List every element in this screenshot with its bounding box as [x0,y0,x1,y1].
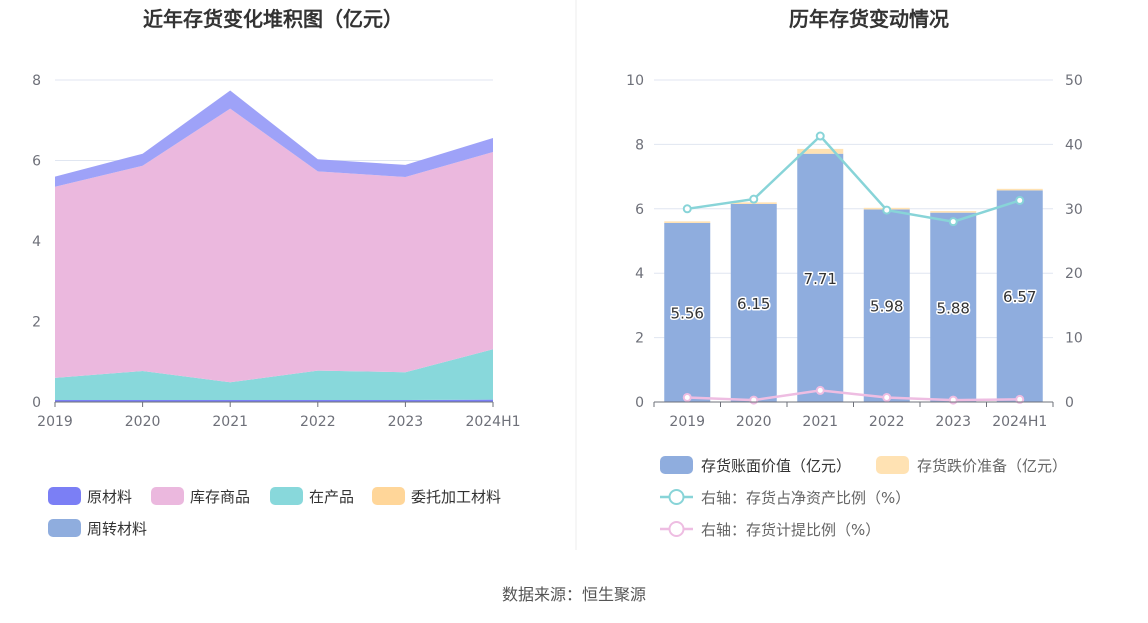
bar-data-label: 6.57 [1003,288,1036,306]
right-left-y-tick-label: 8 [635,137,644,153]
line-series-0 [687,134,1021,223]
right-x-tick-label: 2024H1 [992,414,1047,430]
legend-label: 右轴：存货计提比例（%） [701,521,880,539]
area-库存商品 [55,108,493,383]
legend-swatch [270,487,303,505]
line-point-1 [815,385,825,395]
left-x-tick-label: 2023 [388,414,424,430]
bar-inventory-value [996,190,1043,402]
bar-data-label: 7.71 [804,270,837,288]
left-axes: 0 2 4 6 8 2019 2020 2021 2022 2023 2024H1 [32,73,520,430]
legend-label: 原材料 [87,488,132,506]
left-x-tick-label: 2019 [37,414,73,430]
bar-impairment-provision [664,221,711,223]
legend-swatch [876,456,909,474]
legend-marker [668,521,685,537]
bar-line-chart: 历年存货变动情况 5.56 6.15 7.71 5.98 5.88 6.57 0 2 4 6 8 1… [626,7,1083,539]
bar-data-label: 5.88 [937,299,970,317]
bar-data-label: 5.98 [870,298,903,316]
line-point-0 [882,205,892,215]
right-right-y-tick-label: 20 [1065,266,1083,282]
right-x-tick-label: 2020 [736,414,772,430]
right-chart-title: 历年存货变动情况 [789,7,949,31]
line-point-0 [682,204,692,214]
right-right-y-tick-label: 40 [1065,137,1083,153]
legend-label: 存货账面价值（亿元） [701,457,851,475]
bar-inventory-value [664,222,711,402]
line-point-0 [815,131,825,141]
right-right-y-tick-label: 50 [1065,73,1083,89]
left-x-tick-label: 2020 [125,414,161,430]
source-note: 数据来源：恒生聚源 [502,585,646,604]
bar-inventory-value [797,153,844,402]
right-axes: 0 2 4 6 8 10 0 10 20 30 40 50 2019 2020 2021 2022 2023 20… [626,73,1083,430]
bar-inventory-value [730,203,777,402]
left-chart-title: 近年存货变化堆积图（亿元） [143,7,403,31]
line-point-0 [948,217,958,227]
line-series-1 [687,389,1020,402]
right-left-y-tick-label: 2 [635,331,644,347]
right-bar-labels: 5.56 6.15 7.71 5.98 5.88 6.57 [669,268,1038,324]
legend-label: 委托加工材料 [411,488,501,506]
bar-data-label: 5.56 [671,304,704,322]
legend-swatch [372,487,405,505]
left-y-tick-label: 6 [32,154,41,170]
line-point-1 [948,395,958,405]
left-y-tick-label: 2 [32,315,41,331]
right-right-y-tick-label: 10 [1065,331,1083,347]
bar-inventory-value [863,209,910,402]
left-x-tick-label: 2024H1 [465,414,520,430]
left-y-tick-label: 8 [32,73,41,89]
right-right-y-tick-label: 0 [1065,395,1074,411]
line-point-1 [682,392,692,402]
bar-impairment-provision [996,188,1043,191]
right-x-tick-label: 2022 [869,414,905,430]
right-x-tick-label: 2019 [669,414,705,430]
left-y-tick-label: 4 [32,234,41,250]
left-x-tick-label: 2022 [300,414,336,430]
bar-impairment-provision [930,211,977,213]
right-left-y-tick-label: 4 [635,266,644,282]
line-point-1 [1015,394,1025,404]
right-left-y-tick-label: 10 [626,73,644,89]
legend-marker [668,489,685,505]
area-在产品 [55,349,493,400]
legend-label: 右轴：存货占净资产比例（%） [701,489,910,507]
bar-impairment-provision [797,148,844,154]
right-legend: 存货账面价值（亿元） 存货跌价准备（亿元） 右轴：存货占净资产比例（%） 右轴：存货计… [660,456,1067,539]
legend-swatch [660,456,693,474]
legend-label: 库存商品 [190,488,250,506]
legend-swatch [151,487,184,505]
right-bars [664,148,1043,402]
stacked-area-chart: 近年存货变化堆积图（亿元） 0 2 4 6 8 2019 2020 2021 2022 2023 2… [32,7,520,538]
legend-swatch [48,487,81,505]
right-left-y-tick-label: 6 [635,202,644,218]
legend-label: 周转材料 [87,520,147,538]
right-x-tick-label: 2023 [935,414,971,430]
line-point-1 [749,395,759,405]
right-grid [654,79,1053,339]
right-left-y-tick-label: 0 [635,395,644,411]
left-y-tick-label: 0 [32,395,41,411]
legend-label: 存货跌价准备（亿元） [917,457,1067,475]
right-x-tick-label: 2021 [802,414,838,430]
right-right-y-tick-label: 30 [1065,202,1083,218]
area-top-band [55,90,493,187]
line-point-0 [1015,195,1025,205]
area-原材料 [55,399,493,402]
bar-data-label: 6.15 [737,295,770,313]
line-point-1 [882,392,892,402]
legend-swatch [48,519,81,537]
left-x-tick-label: 2021 [212,414,248,430]
bar-inventory-value [930,212,977,402]
line-point-0 [749,194,759,204]
left-areas [55,90,493,402]
legend-label: 在产品 [309,488,354,506]
